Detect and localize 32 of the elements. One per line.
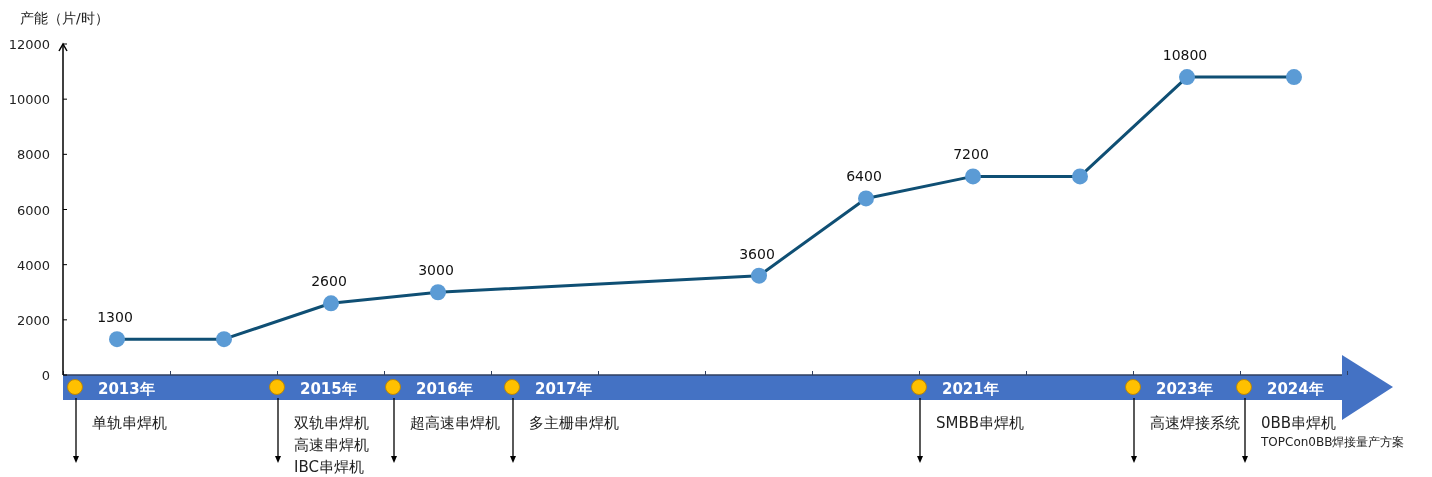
text: 双轨串焊机	[294, 414, 369, 432]
text: 2021年	[942, 380, 999, 398]
text: SMBB串焊机	[936, 414, 1025, 432]
y-tick-label: 2000	[16, 312, 50, 328]
text: 多主栅串焊机	[529, 414, 619, 432]
text: TOPCon0BB焊接量产方案	[1260, 435, 1405, 449]
y-tick-label: 4000	[16, 257, 50, 273]
text: 超高速串焊机	[410, 414, 500, 432]
text: 高速焊接系统	[1150, 414, 1240, 432]
text: IBC串焊机	[294, 458, 364, 476]
text: 单轨串焊机	[92, 414, 167, 432]
text: 2023年	[1156, 380, 1213, 398]
y-axis-title: 产能（片/时）	[20, 10, 109, 26]
text: 2013年	[98, 380, 155, 398]
data-label: 1300	[97, 309, 133, 326]
data-label: 6400	[846, 168, 882, 185]
text: 2016年	[416, 380, 473, 398]
data-label: 10800	[1162, 47, 1208, 64]
text: 2017年	[535, 380, 592, 398]
data-label: 3000	[418, 262, 454, 279]
data-label: 2600	[311, 273, 347, 290]
y-tick-label: 0	[41, 368, 50, 383]
y-tick-label: 10000	[8, 92, 50, 108]
y-tick-label: 6000	[16, 202, 50, 218]
text: 0BB串焊机	[1261, 414, 1337, 432]
text: 2024年	[1267, 380, 1324, 398]
text: 2015年	[300, 380, 357, 398]
text: 高速串焊机	[294, 436, 369, 454]
y-tick-label: 8000	[16, 147, 50, 163]
data-label: 3600	[739, 245, 775, 262]
y-tick-label: 12000	[8, 37, 50, 52]
data-label: 7200	[953, 146, 989, 163]
